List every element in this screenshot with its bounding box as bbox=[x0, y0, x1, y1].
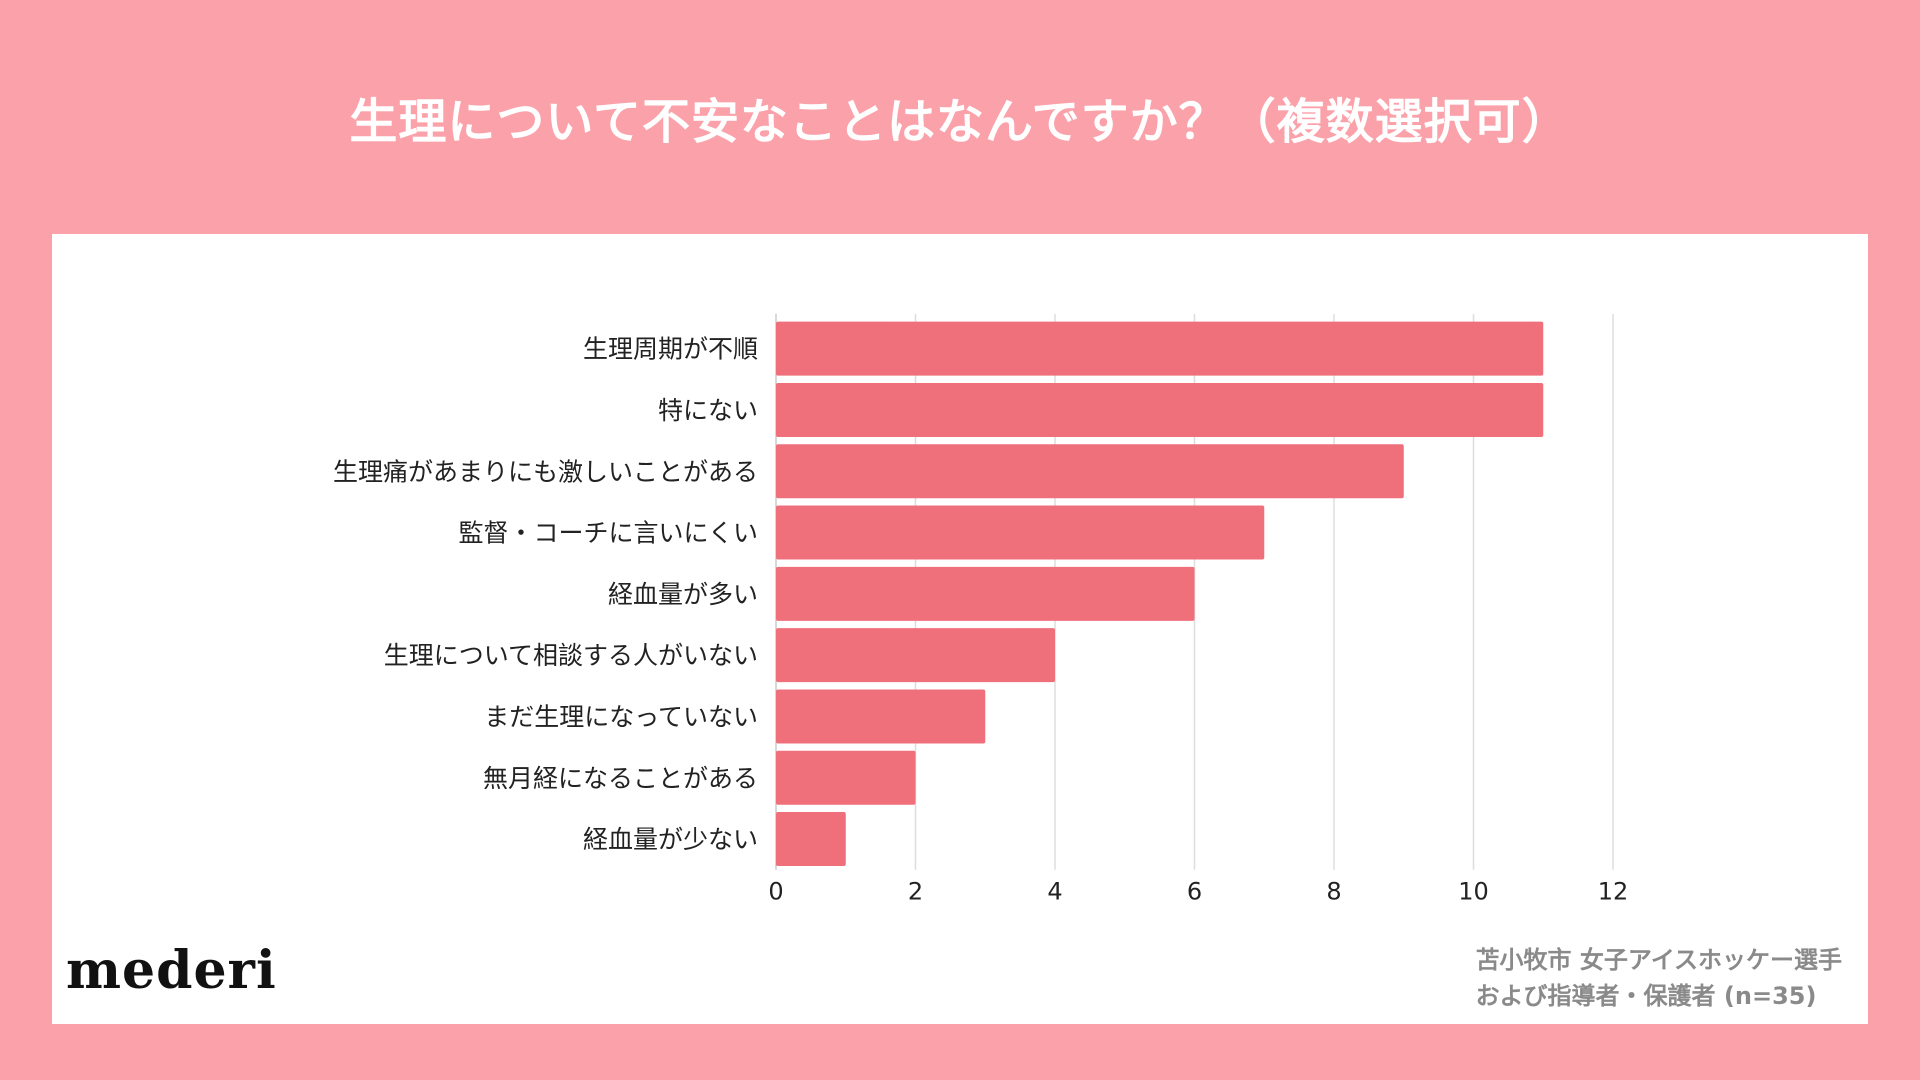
bar-0 bbox=[776, 321, 1544, 376]
source-note: 苫小牧市 女子アイスホッケー選手 および指導者・保護者 (n=35) bbox=[1476, 942, 1842, 1014]
x-tick-label-12: 12 bbox=[1598, 878, 1629, 906]
bar-1 bbox=[776, 382, 1544, 437]
category-label-2: 生理痛があまりにも激しいことがある bbox=[333, 457, 758, 486]
bar-4 bbox=[776, 566, 1195, 621]
bar-2 bbox=[776, 444, 1404, 499]
bar-3 bbox=[776, 505, 1265, 560]
x-tick-label-2: 2 bbox=[908, 878, 923, 906]
x-tick-label-4: 4 bbox=[1047, 878, 1062, 906]
category-label-6: まだ生理になっていない bbox=[484, 702, 758, 731]
category-label-1: 特にない bbox=[658, 396, 758, 425]
mederi-logo: mederi bbox=[66, 940, 277, 1001]
category-label-4: 経血量が多い bbox=[608, 580, 758, 609]
bar-7 bbox=[776, 750, 916, 805]
x-tick-label-6: 6 bbox=[1187, 878, 1202, 906]
category-label-5: 生理について相談する人がいない bbox=[384, 641, 758, 670]
x-tick-label-8: 8 bbox=[1326, 878, 1341, 906]
source-line-1: 苫小牧市 女子アイスホッケー選手 bbox=[1475, 946, 1842, 974]
category-label-8: 経血量が少ない bbox=[583, 825, 758, 854]
bar-8 bbox=[776, 812, 846, 867]
source-line-2: および指導者・保護者 (n=35) bbox=[1475, 982, 1817, 1010]
category-label-3: 監督・コーチに言いにくい bbox=[458, 519, 758, 548]
x-tick-label-10: 10 bbox=[1458, 878, 1489, 906]
bar-6 bbox=[776, 689, 986, 744]
category-label-0: 生理周期が不順 bbox=[583, 335, 758, 364]
category-label-7: 無月経になることがある bbox=[483, 764, 758, 793]
bar-5 bbox=[776, 628, 1055, 683]
x-tick-label-0: 0 bbox=[768, 878, 783, 906]
chart-panel: 生理周期が不順特にない生理痛があまりにも激しいことがある監督・コーチに言いにくい… bbox=[52, 234, 1868, 1024]
bar-chart: 生理周期が不順特にない生理痛があまりにも激しいことがある監督・コーチに言いにくい… bbox=[333, 314, 1629, 906]
chart-title: 生理について不安なことはなんですか？（複数選択可） bbox=[349, 94, 1571, 150]
